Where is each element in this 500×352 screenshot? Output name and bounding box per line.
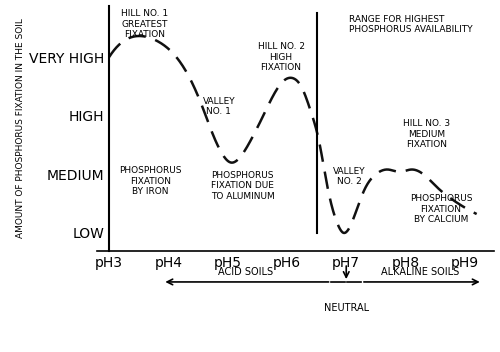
Text: VALLEY
NO. 2: VALLEY NO. 2 <box>333 167 366 186</box>
Text: PHOSPHORUS
FIXATION
BY CALCIUM: PHOSPHORUS FIXATION BY CALCIUM <box>410 194 472 224</box>
Text: PHOSPHORUS
FIXATION DUE
TO ALUMINUM: PHOSPHORUS FIXATION DUE TO ALUMINUM <box>210 171 274 201</box>
Y-axis label: AMOUNT OF PHOSPHORUS FIXATION IN THE SOIL: AMOUNT OF PHOSPHORUS FIXATION IN THE SOI… <box>16 19 25 238</box>
Text: HILL NO. 2
HIGH
FIXATION: HILL NO. 2 HIGH FIXATION <box>258 42 304 72</box>
Text: ACID SOILS: ACID SOILS <box>218 267 273 277</box>
Text: HILL NO. 1
GREATEST
FIXATION: HILL NO. 1 GREATEST FIXATION <box>121 10 168 39</box>
Text: PHOSPHORUS
FIXATION
BY IRON: PHOSPHORUS FIXATION BY IRON <box>120 166 182 196</box>
Text: VALLEY
NO. 1: VALLEY NO. 1 <box>202 96 235 116</box>
Text: RANGE FOR HIGHEST
PHOSPHORUS AVAILABILITY: RANGE FOR HIGHEST PHOSPHORUS AVAILABILIT… <box>349 14 473 34</box>
Text: HILL NO. 3
MEDIUM
FIXATION: HILL NO. 3 MEDIUM FIXATION <box>402 119 450 149</box>
Text: ALKALINE SOILS: ALKALINE SOILS <box>381 267 460 277</box>
Text: NEUTRAL: NEUTRAL <box>324 303 369 313</box>
